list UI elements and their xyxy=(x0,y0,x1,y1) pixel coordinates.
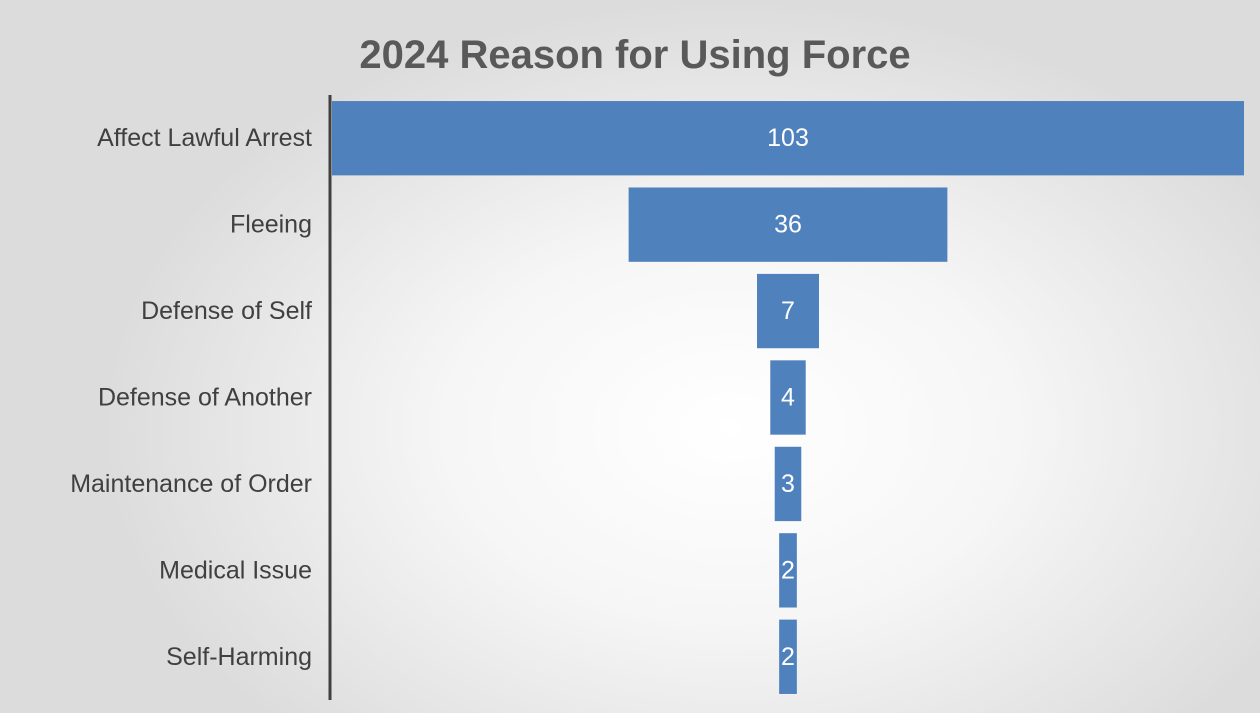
bar-6 xyxy=(779,619,797,694)
data-label-5: 2 xyxy=(781,556,795,584)
bar-4 xyxy=(774,446,802,522)
bar-2 xyxy=(757,273,819,349)
data-label-1: 36 xyxy=(774,211,802,239)
category-label-4: Maintenance of Order xyxy=(70,470,312,498)
bar-3 xyxy=(770,360,806,435)
data-label-3: 4 xyxy=(781,384,795,412)
category-label-1: Fleeing xyxy=(230,211,312,239)
data-label-2: 7 xyxy=(781,297,795,325)
category-label-6: Self-Harming xyxy=(166,643,312,671)
category-label-3: Defense of Another xyxy=(98,384,312,412)
bars-layer xyxy=(332,101,1244,694)
data-label-0: 103 xyxy=(767,124,809,152)
category-label-0: Affect Lawful Arrest xyxy=(97,124,312,152)
chart-title: 2024 Reason for Using Force xyxy=(359,33,910,77)
bar-0 xyxy=(332,101,1244,176)
data-label-6: 2 xyxy=(781,643,795,671)
data-label-4: 3 xyxy=(781,470,795,498)
category-label-5: Medical Issue xyxy=(159,556,312,584)
category-label-2: Defense of Self xyxy=(141,297,312,325)
bar-1 xyxy=(628,187,948,262)
bar-5 xyxy=(779,533,797,608)
category-labels: Affect Lawful Arrest Fleeing Defense of Se… xyxy=(70,124,312,671)
data-labels: 103 36 7 4 3 2 2 xyxy=(767,124,809,671)
